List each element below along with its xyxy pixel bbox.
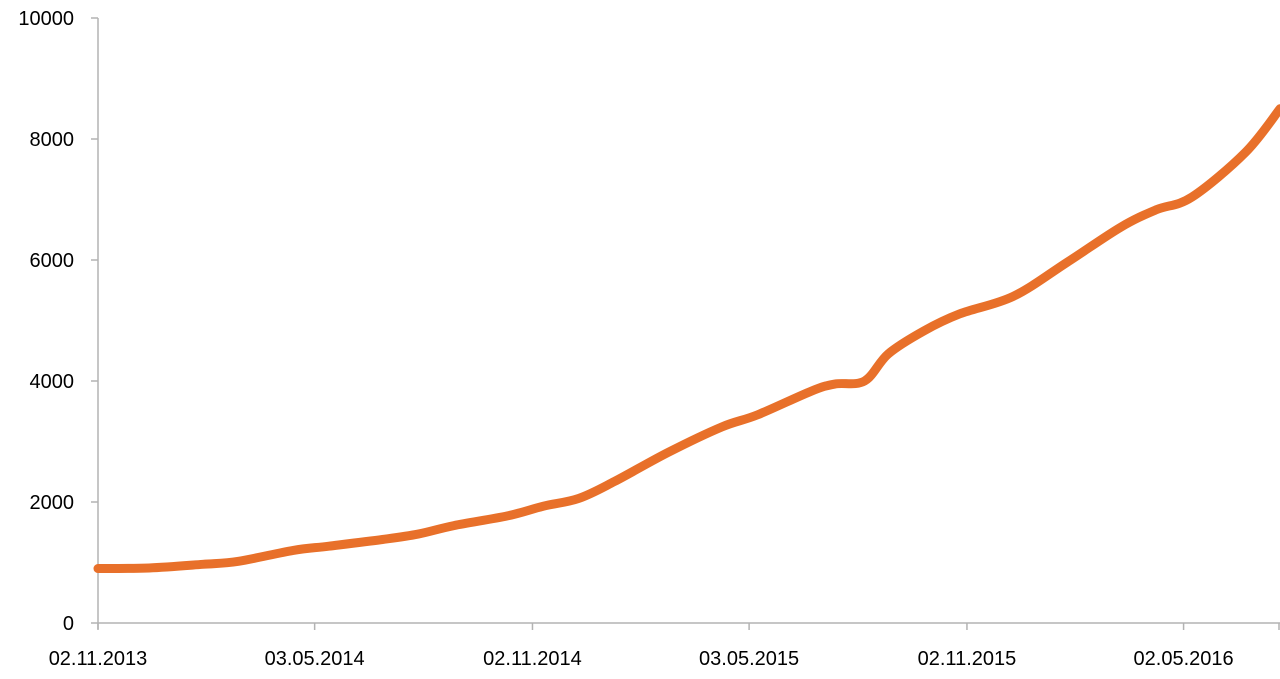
x-tick-label: 02.11.2014 — [483, 648, 582, 670]
y-axis-tick-labels: 0 2000 4000 6000 8000 10000 — [18, 8, 74, 635]
x-axis-tick-labels: 02.11.2013 03.05.2014 02.11.2014 03.05.2015… — [49, 648, 1234, 670]
series-group — [93, 104, 1280, 574]
y-tick-label: 4000 — [30, 371, 75, 393]
x-tick-label: 02.05.2016 — [1134, 648, 1234, 670]
x-tick-label: 02.11.2013 — [49, 648, 148, 670]
x-axis-ticks — [97, 623, 1280, 630]
series-line-0 — [93, 104, 1280, 574]
axes — [97, 18, 1280, 629]
x-tick-label: 03.05.2015 — [699, 648, 799, 670]
y-tick-label: 8000 — [30, 129, 75, 151]
y-tick-label: 10000 — [18, 8, 74, 30]
y-tick-label: 2000 — [30, 492, 75, 514]
y-tick-label: 0 — [63, 613, 74, 635]
y-axis-ticks — [91, 17, 98, 624]
y-tick-label: 6000 — [30, 250, 75, 272]
x-tick-label: 03.05.2014 — [265, 648, 365, 670]
x-tick-label: 02.11.2015 — [918, 648, 1017, 670]
